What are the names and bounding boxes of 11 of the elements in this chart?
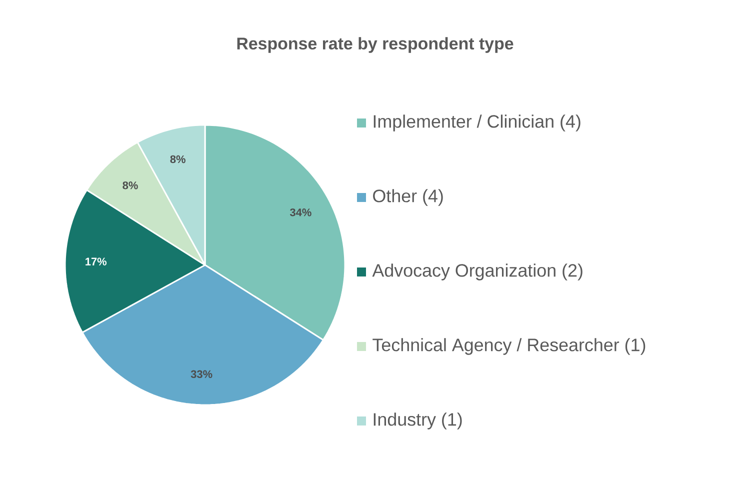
legend-label: Implementer / Clinician (4) — [374, 114, 580, 132]
data-label: 8% — [170, 155, 186, 164]
data-label: 8% — [122, 182, 138, 190]
legend-label: Industry (1) — [374, 412, 462, 430]
data-label: 34% — [290, 208, 312, 216]
legend-label: Other (4) — [373, 189, 443, 206]
legend-label: Advocacy Organization (2) — [372, 264, 582, 280]
legend-label: Technical Agency / Researcher (1) — [372, 338, 646, 355]
data-label: 33% — [190, 370, 212, 378]
data-label: 17% — [86, 258, 107, 266]
chart-title: Response rate by respondent type — [237, 37, 514, 53]
